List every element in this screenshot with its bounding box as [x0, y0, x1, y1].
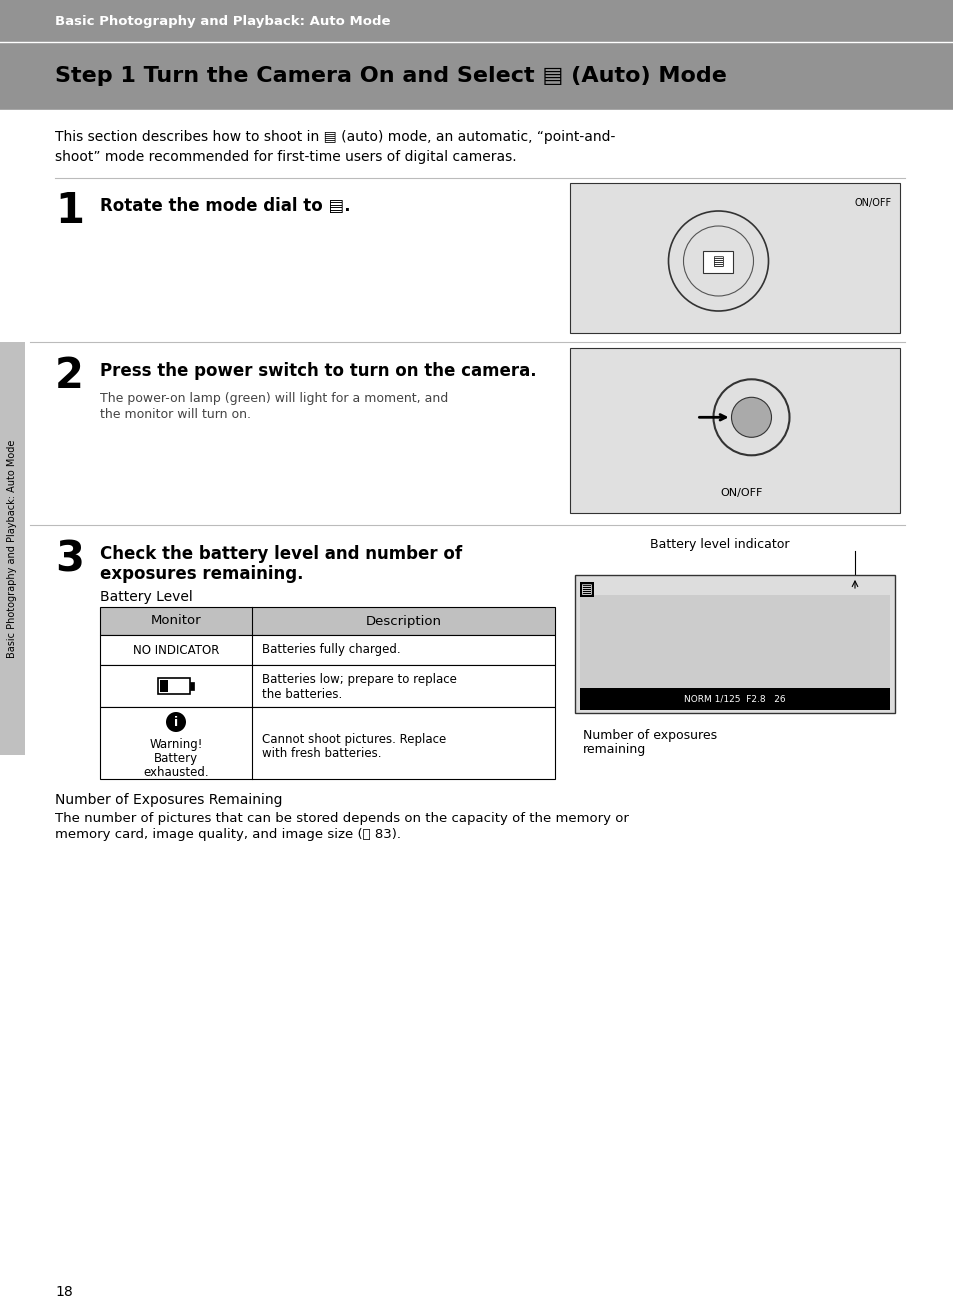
Text: Check the battery level and number of: Check the battery level and number of	[100, 545, 461, 562]
Text: Batteries low; prepare to replace: Batteries low; prepare to replace	[262, 673, 456, 686]
Text: Description: Description	[365, 615, 441, 628]
Text: ▤: ▤	[580, 583, 592, 597]
Text: NORM 1/125  F2.8   26: NORM 1/125 F2.8 26	[683, 695, 785, 703]
Circle shape	[731, 397, 771, 438]
Bar	[569, 183, 899, 332]
Bar	[579, 595, 889, 708]
Text: This section describes how to shoot in ▤ (auto) mode, an automatic, “point-and-: This section describes how to shoot in ▤…	[55, 130, 615, 145]
Text: 3: 3	[55, 537, 84, 579]
Bar	[190, 682, 193, 690]
Bar	[100, 635, 555, 665]
Text: Press the power switch to turn on the camera.: Press the power switch to turn on the ca…	[100, 361, 536, 380]
Text: Batteries fully charged.: Batteries fully charged.	[262, 644, 400, 657]
Text: i: i	[173, 716, 178, 728]
Bar	[100, 607, 555, 635]
Bar	[0, 0, 953, 42]
Text: Warning!: Warning!	[150, 738, 202, 752]
Bar	[0, 342, 25, 756]
Text: ON/OFF: ON/OFF	[854, 198, 891, 208]
Text: ON/OFF: ON/OFF	[720, 487, 762, 498]
Text: with fresh batteries.: with fresh batteries.	[262, 746, 381, 759]
Bar	[579, 689, 889, 710]
Bar	[158, 678, 190, 694]
Text: Battery Level: Battery Level	[100, 590, 193, 604]
Text: Battery: Battery	[153, 752, 198, 765]
Circle shape	[166, 712, 186, 732]
Text: 2: 2	[55, 355, 84, 397]
Text: Number of Exposures Remaining: Number of Exposures Remaining	[55, 794, 282, 807]
Bar	[100, 707, 555, 779]
Text: Battery level indicator: Battery level indicator	[650, 537, 789, 551]
Bar	[569, 348, 899, 512]
Bar	[100, 665, 555, 707]
Text: exposures remaining.: exposures remaining.	[100, 565, 303, 583]
Bar	[702, 251, 733, 273]
Text: 18: 18	[55, 1285, 72, 1300]
Text: remaining: remaining	[582, 742, 645, 756]
Text: exhausted.: exhausted.	[143, 766, 209, 779]
Bar	[160, 681, 168, 692]
Text: The power-on lamp (green) will light for a moment, and: The power-on lamp (green) will light for…	[100, 392, 448, 405]
Text: the batteries.: the batteries.	[262, 689, 342, 702]
Text: the monitor will turn on.: the monitor will turn on.	[100, 409, 251, 420]
Text: Rotate the mode dial to ▤.: Rotate the mode dial to ▤.	[100, 197, 351, 215]
Bar	[0, 42, 953, 110]
Bar	[575, 576, 894, 714]
Text: Basic Photography and Playback: Auto Mode: Basic Photography and Playback: Auto Mod…	[8, 439, 17, 658]
Text: memory card, image quality, and image size (ⓜ 83).: memory card, image quality, and image si…	[55, 828, 400, 841]
Text: shoot” mode recommended for first-time users of digital cameras.: shoot” mode recommended for first-time u…	[55, 150, 517, 164]
Text: The number of pictures that can be stored depends on the capacity of the memory : The number of pictures that can be store…	[55, 812, 628, 825]
Text: NO INDICATOR: NO INDICATOR	[132, 644, 219, 657]
Text: Basic Photography and Playback: Auto Mode: Basic Photography and Playback: Auto Mod…	[55, 14, 390, 28]
Text: Cannot shoot pictures. Replace: Cannot shoot pictures. Replace	[262, 733, 446, 746]
Text: ▤: ▤	[712, 255, 723, 268]
Text: Step 1 Turn the Camera On and Select ▤ (Auto) Mode: Step 1 Turn the Camera On and Select ▤ (…	[55, 66, 726, 85]
Text: Monitor: Monitor	[151, 615, 201, 628]
Text: Number of exposures: Number of exposures	[582, 729, 717, 742]
Circle shape	[710, 254, 726, 269]
Text: 1: 1	[55, 191, 84, 233]
